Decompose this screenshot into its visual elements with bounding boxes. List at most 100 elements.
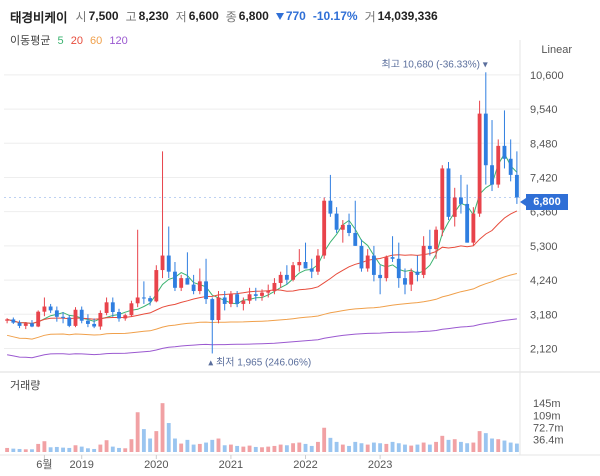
candle-body (73, 309, 78, 326)
price-tick-label: 8,480 (530, 138, 558, 150)
candle-body (508, 158, 513, 175)
time-axis-label: 2023 (368, 459, 392, 471)
candle-body (415, 271, 420, 275)
ma-5-label[interactable]: 5 (57, 35, 64, 47)
ma-60-label[interactable]: 60 (90, 35, 103, 47)
price-tick-label: 3,180 (530, 309, 558, 321)
volume-bar (384, 443, 389, 452)
volume-bar (160, 403, 165, 452)
candle-body (272, 282, 277, 292)
volume-bar (30, 449, 34, 452)
candle-body (440, 168, 445, 230)
volume-bar (166, 423, 171, 452)
candle-body (340, 224, 345, 230)
volume-bar (371, 442, 376, 452)
price-tick-label: 5,300 (530, 241, 558, 253)
scale-toggle-button[interactable]: Linear (541, 44, 572, 56)
volume-bar (459, 441, 463, 452)
volume-bar (278, 444, 283, 452)
volume-bar (340, 444, 345, 452)
candle-body (371, 255, 376, 275)
volume-bar (253, 446, 258, 452)
candle-body (396, 258, 401, 279)
candle-body (154, 270, 159, 302)
volume-bar (79, 446, 84, 452)
volume-bar (514, 443, 519, 452)
volume-bar (5, 447, 10, 452)
time-axis-label: 6월 (36, 458, 52, 471)
volume-bar (247, 445, 252, 452)
volume-bar (185, 439, 190, 452)
volume-bar (61, 447, 65, 452)
volume-bar (173, 438, 177, 452)
candle-body (378, 274, 383, 279)
candle-body (11, 319, 16, 323)
candle-body (452, 197, 457, 217)
volume-bar (204, 442, 208, 452)
high-value: 8,230 (138, 9, 169, 23)
volume-bar (490, 438, 494, 452)
stock-summary-header: 태경비케이 시 7,500 고 8,230 저 6,600 종 6,800 77… (10, 6, 445, 26)
volume-bar (148, 438, 153, 452)
candle-body (465, 203, 470, 243)
price-tick-label: 9,540 (530, 104, 558, 116)
candle-body (110, 302, 115, 312)
volume-bar (471, 442, 476, 452)
ma-120-label[interactable]: 120 (109, 35, 128, 47)
candle-body (104, 302, 109, 313)
candle-body (123, 315, 128, 319)
volume-bar (191, 444, 196, 452)
open-label: 시 (75, 9, 87, 24)
candle-body (67, 317, 72, 326)
volume-bar (110, 446, 115, 452)
volume-bar (241, 446, 246, 452)
candle-body (179, 278, 184, 288)
candle-body (309, 268, 314, 272)
volume-bar (260, 447, 264, 452)
volume-bar (309, 445, 314, 452)
time-axis-label: 2022 (293, 459, 317, 471)
volume-bar (297, 442, 302, 452)
candle-body (322, 200, 327, 256)
volume-bar (179, 443, 184, 452)
moving-average-legend: 이동평균 5 20 60 120 (10, 32, 132, 48)
low-value: 6,600 (188, 9, 219, 23)
min-price-annotation: ▴ 최저 1,965 (246.06%) (208, 356, 311, 368)
volume-tick-label: 145m (533, 398, 561, 410)
candle-body (459, 197, 463, 204)
candle-body (446, 168, 451, 217)
volume-bar (23, 449, 28, 452)
current-price-tag: 6,800 (520, 194, 568, 210)
volume-bar (427, 444, 432, 452)
volume-tick-label: 36.4m (533, 435, 564, 447)
volume-tick-label: 109m (533, 410, 561, 422)
volume-bar (235, 445, 240, 452)
volume-bar (228, 444, 233, 452)
down-triangle-icon (275, 12, 284, 20)
candle-body (197, 281, 202, 292)
volume-bar (98, 444, 103, 452)
time-axis-label: 2021 (219, 459, 243, 471)
candle-body (409, 271, 414, 285)
volume-bar (129, 439, 134, 452)
candle-body (483, 113, 488, 166)
candle-body (228, 294, 233, 304)
volume-bar (197, 443, 202, 452)
candle-body (359, 245, 364, 269)
volume-bar (403, 444, 407, 452)
candle-body (496, 145, 501, 185)
volume-bar (92, 448, 97, 452)
candle-body (216, 297, 221, 321)
volume-bar (440, 435, 445, 452)
candle-body (129, 303, 134, 316)
candle-body (79, 309, 84, 321)
volume-bar (334, 441, 339, 452)
candle-body (191, 284, 196, 292)
candle-body (297, 262, 302, 266)
volume-label: 거 (364, 9, 376, 24)
volume-bar (210, 439, 215, 452)
candle-body (427, 245, 432, 250)
ma-20-label[interactable]: 20 (70, 35, 83, 47)
volume-bar (365, 444, 370, 452)
